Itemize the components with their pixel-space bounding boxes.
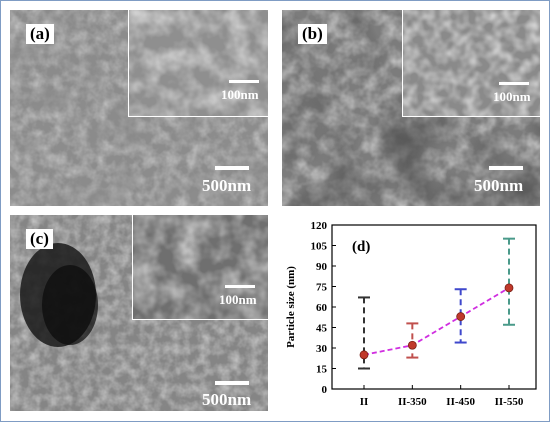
scale-bar-b xyxy=(489,166,523,170)
inset-b: 100nm xyxy=(402,10,540,117)
x-tick-label: II-350 xyxy=(398,396,427,408)
inset-scale-label-a: 100nm xyxy=(221,87,259,102)
panel-label-a: (a) xyxy=(26,24,54,44)
inset-a: 100nm xyxy=(128,10,268,117)
trend-line xyxy=(363,287,510,356)
x-tick-label: II-450 xyxy=(446,396,475,408)
scale-bar-a xyxy=(215,166,249,170)
y-tick-label: 90 xyxy=(316,261,328,273)
inset-texture-b xyxy=(403,10,540,116)
y-tick-label: 105 xyxy=(311,241,328,253)
inset-scale-bar-c xyxy=(225,285,255,288)
x-tick-label: II-550 xyxy=(495,396,524,408)
sem-panel-a: (a) 100nm 500nm xyxy=(10,10,268,206)
panel-label-b: (b) xyxy=(298,24,327,44)
y-tick-label: 75 xyxy=(316,282,328,294)
sem-panel-b: (b) 100nm 500nm xyxy=(282,10,540,206)
scale-label-c: 500nm xyxy=(202,390,252,409)
y-tick-label: 60 xyxy=(316,302,328,314)
sem-panel-c: (c) 100nm 500nm xyxy=(10,215,268,411)
particle-size-chart: 0 15 30 45 60 75 90 105 120 II II-350 II-450 II-550 P… xyxy=(285,220,537,408)
scale-label-a: 500nm xyxy=(202,176,252,195)
inset-scale-label-c: 100nm xyxy=(219,292,257,307)
y-tick-label: 15 xyxy=(316,364,328,376)
panel-label-c: (c) xyxy=(26,229,53,249)
y-tick-label: 45 xyxy=(316,323,328,335)
x-tick-label: II xyxy=(360,396,369,408)
inset-texture-c xyxy=(133,215,268,319)
scale-label-b: 500nm xyxy=(474,176,524,195)
inset-c: 100nm xyxy=(132,215,268,320)
y-tick-label: 0 xyxy=(322,384,328,396)
y-tick-label: 120 xyxy=(311,220,328,232)
data-point xyxy=(407,340,417,350)
panel-label-d: (d) xyxy=(352,239,370,255)
y-axis-label: Particle size (nm) xyxy=(285,266,297,348)
data-point xyxy=(456,312,466,321)
data-point xyxy=(504,283,514,293)
inset-scale-label-b: 100nm xyxy=(493,89,531,104)
data-point xyxy=(359,350,369,360)
y-tick-label: 30 xyxy=(316,343,328,355)
inset-scale-bar-b xyxy=(499,82,529,85)
inset-scale-bar-a xyxy=(229,80,259,83)
scale-bar-c xyxy=(215,381,249,385)
chart-panel-d: 0 15 30 45 60 75 90 105 120 II II-350 II-450 II-550 P… xyxy=(274,211,549,421)
inset-texture-a xyxy=(129,10,268,116)
